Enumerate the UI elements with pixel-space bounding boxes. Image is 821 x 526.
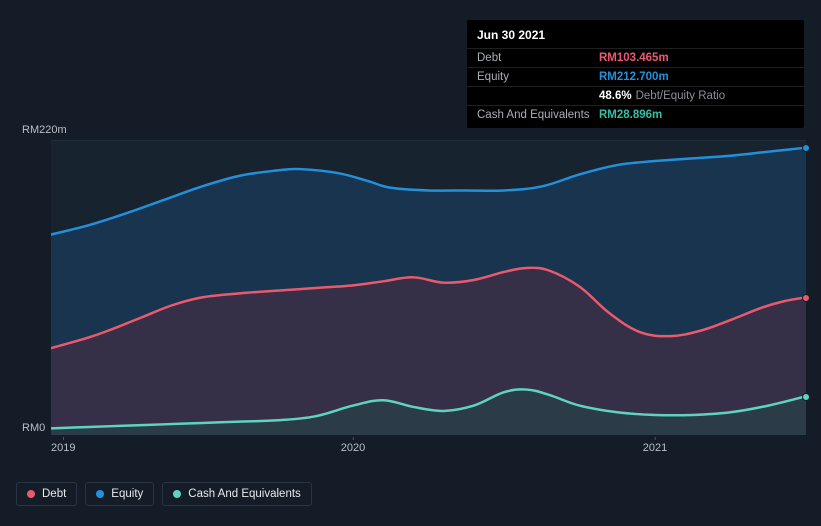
- legend-dot-icon: [27, 490, 35, 498]
- tooltip-row-label: Equity: [477, 71, 599, 83]
- legend-item-label: Equity: [111, 488, 143, 500]
- series-end-dot-debt: [802, 294, 810, 302]
- x-axis-tick: 2021: [643, 442, 667, 454]
- legend-item-debt[interactable]: Debt: [16, 482, 77, 506]
- legend: Debt Equity Cash And Equivalents: [16, 482, 312, 506]
- tooltip-row: 48.6%Debt/Equity Ratio: [467, 86, 804, 105]
- legend-dot-icon: [173, 490, 181, 498]
- tooltip-row: EquityRM212.700m: [467, 67, 804, 86]
- tooltip-date: Jun 30 2021: [467, 26, 804, 48]
- legend-item-label: Cash And Equivalents: [188, 488, 301, 500]
- series-end-dot-cash-and-equivalents: [802, 393, 810, 401]
- x-axis-tick: 2020: [341, 442, 365, 454]
- legend-dot-icon: [96, 490, 104, 498]
- tooltip-row-label: [477, 90, 599, 102]
- area-chart: RM220m RM0 201920202021: [16, 120, 806, 465]
- plot-area[interactable]: [51, 140, 806, 435]
- plot-svg: [51, 141, 806, 435]
- legend-item-cash-and-equivalents[interactable]: Cash And Equivalents: [162, 482, 312, 506]
- legend-item-label: Debt: [42, 488, 66, 500]
- legend-item-equity[interactable]: Equity: [85, 482, 154, 506]
- tooltip-row-value: RM212.700m: [599, 71, 669, 83]
- tooltip-row-value: RM103.465m: [599, 52, 669, 64]
- tooltip-row-label: Debt: [477, 52, 599, 64]
- x-axis: 2019 2020 2021: [51, 438, 806, 468]
- tooltip-row-value: 48.6%Debt/Equity Ratio: [599, 90, 725, 102]
- tooltip-row-sublabel: Debt/Equity Ratio: [636, 90, 726, 102]
- series-end-dot-equity: [802, 144, 810, 152]
- x-axis-tick: 2019: [51, 442, 75, 454]
- hover-tooltip: Jun 30 2021 DebtRM103.465mEquityRM212.70…: [467, 20, 804, 128]
- tooltip-row: DebtRM103.465m: [467, 48, 804, 67]
- chart-container: Jun 30 2021 DebtRM103.465mEquityRM212.70…: [0, 0, 821, 526]
